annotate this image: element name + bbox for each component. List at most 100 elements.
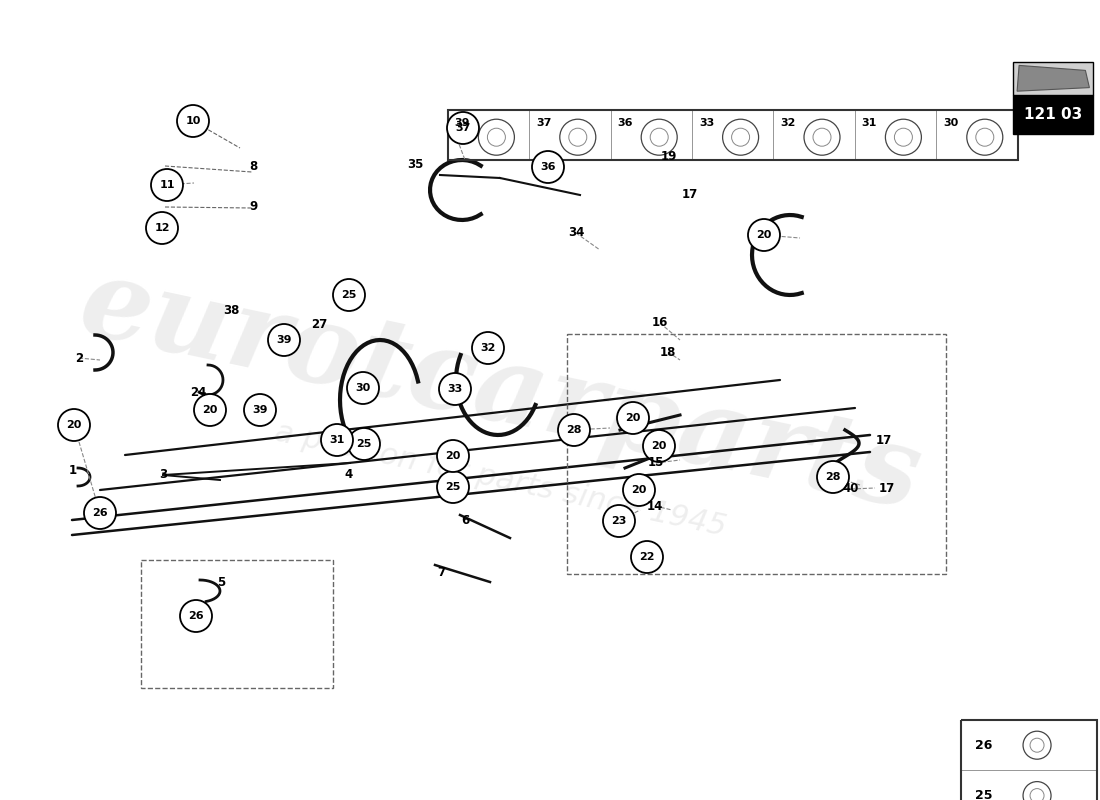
Text: 37: 37 — [455, 123, 471, 133]
Text: 28: 28 — [825, 472, 840, 482]
Text: 25: 25 — [976, 789, 993, 800]
Text: 8: 8 — [249, 159, 257, 173]
Circle shape — [560, 119, 596, 155]
Circle shape — [967, 119, 1003, 155]
Text: 33: 33 — [698, 118, 714, 128]
Text: 4: 4 — [345, 469, 353, 482]
Text: 38: 38 — [223, 303, 239, 317]
Text: eurotcarparts: eurotcarparts — [70, 249, 929, 531]
Text: 33: 33 — [448, 384, 463, 394]
Circle shape — [603, 505, 635, 537]
Text: 28: 28 — [566, 425, 582, 435]
Text: 39: 39 — [276, 335, 292, 345]
Text: 17: 17 — [682, 189, 698, 202]
Text: 20: 20 — [446, 451, 461, 461]
Circle shape — [146, 212, 178, 244]
Circle shape — [532, 151, 564, 183]
Circle shape — [348, 428, 380, 460]
Circle shape — [268, 324, 300, 356]
Circle shape — [748, 219, 780, 251]
Circle shape — [58, 409, 90, 441]
Text: 39: 39 — [454, 118, 470, 128]
Circle shape — [976, 128, 993, 146]
Circle shape — [650, 128, 668, 146]
Text: 25: 25 — [446, 482, 461, 492]
Circle shape — [177, 105, 209, 137]
Circle shape — [478, 119, 515, 155]
Text: 2: 2 — [75, 351, 84, 365]
Circle shape — [894, 128, 912, 146]
Text: 24: 24 — [190, 386, 206, 398]
Text: 5: 5 — [217, 575, 226, 589]
Text: 31: 31 — [861, 118, 877, 128]
Text: 30: 30 — [355, 383, 371, 393]
Circle shape — [180, 600, 212, 632]
Circle shape — [1023, 731, 1050, 759]
Text: 11: 11 — [160, 180, 175, 190]
Circle shape — [1030, 738, 1044, 752]
Circle shape — [804, 119, 840, 155]
Text: 6: 6 — [461, 514, 469, 526]
Text: 36: 36 — [540, 162, 556, 172]
Circle shape — [644, 430, 675, 462]
Circle shape — [1030, 789, 1044, 800]
Text: 39: 39 — [252, 405, 267, 415]
Text: 18: 18 — [660, 346, 676, 358]
Text: 22: 22 — [639, 552, 654, 562]
Circle shape — [817, 461, 849, 493]
Circle shape — [617, 402, 649, 434]
Circle shape — [631, 541, 663, 573]
Text: 9: 9 — [249, 201, 257, 214]
Circle shape — [886, 119, 922, 155]
Text: 26: 26 — [976, 738, 993, 752]
Text: 34: 34 — [568, 226, 584, 239]
Text: 20: 20 — [651, 441, 667, 451]
Text: 7: 7 — [437, 566, 446, 578]
Text: 20: 20 — [66, 420, 81, 430]
Text: 37: 37 — [536, 118, 551, 128]
Text: 27: 27 — [311, 318, 327, 331]
Text: 17: 17 — [876, 434, 892, 447]
Circle shape — [472, 332, 504, 364]
Text: 30: 30 — [943, 118, 958, 128]
Text: 121 03: 121 03 — [1024, 107, 1082, 122]
Circle shape — [437, 471, 469, 503]
Text: 20: 20 — [757, 230, 772, 240]
Circle shape — [569, 128, 586, 146]
Circle shape — [641, 119, 678, 155]
Text: 20: 20 — [202, 405, 218, 415]
Text: 31: 31 — [329, 435, 344, 445]
Text: 17: 17 — [879, 482, 895, 495]
Circle shape — [487, 128, 505, 146]
Polygon shape — [1018, 66, 1089, 91]
Circle shape — [333, 279, 365, 311]
Text: 25: 25 — [356, 439, 372, 449]
Text: 32: 32 — [481, 343, 496, 353]
Text: 23: 23 — [612, 516, 627, 526]
Text: 3: 3 — [158, 469, 167, 482]
Circle shape — [723, 119, 759, 155]
Text: 20: 20 — [625, 413, 640, 423]
Circle shape — [623, 474, 654, 506]
Text: 40: 40 — [843, 482, 859, 495]
Text: 36: 36 — [617, 118, 632, 128]
Text: 15: 15 — [648, 457, 664, 470]
Circle shape — [194, 394, 226, 426]
Circle shape — [437, 440, 469, 472]
Text: a passion for parts since 1945: a passion for parts since 1945 — [272, 418, 728, 542]
Circle shape — [151, 169, 183, 201]
Text: 12: 12 — [154, 223, 169, 233]
Text: 25: 25 — [341, 290, 356, 300]
Text: 26: 26 — [188, 611, 204, 621]
Circle shape — [558, 414, 590, 446]
Circle shape — [321, 424, 353, 456]
Text: 1: 1 — [69, 463, 77, 477]
Text: 26: 26 — [92, 508, 108, 518]
FancyBboxPatch shape — [1013, 62, 1093, 94]
Circle shape — [813, 128, 830, 146]
Circle shape — [346, 372, 380, 404]
FancyBboxPatch shape — [1013, 94, 1093, 134]
Text: 35: 35 — [407, 158, 424, 171]
Circle shape — [244, 394, 276, 426]
Text: 19: 19 — [661, 150, 678, 162]
